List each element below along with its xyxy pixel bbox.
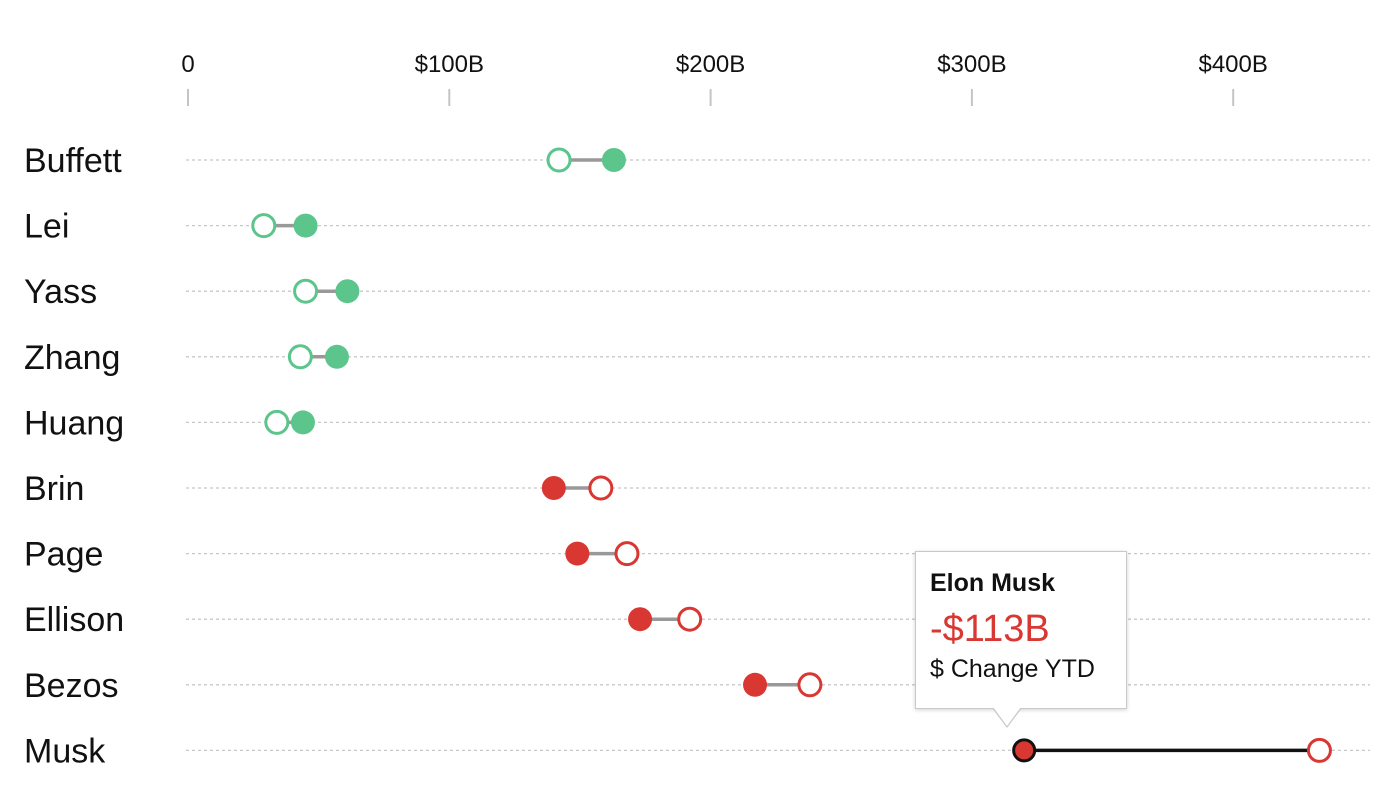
row-label: Musk xyxy=(24,732,106,770)
row-bezos: Bezos xyxy=(24,667,1370,705)
row-ellison: Ellison xyxy=(24,601,1370,639)
start-value-point xyxy=(797,672,823,698)
chart-tooltip: Elon Musk -$113B $ Change YTD xyxy=(915,551,1127,709)
end-value-point xyxy=(565,541,590,566)
end-value-point xyxy=(293,213,318,238)
start-value-point xyxy=(588,475,614,501)
end-value-point xyxy=(335,279,360,304)
end-value-point xyxy=(541,476,566,500)
start-value-point xyxy=(546,147,572,173)
row-label: Lei xyxy=(24,208,69,246)
x-tick-label: $100B xyxy=(415,51,484,78)
row-label: Page xyxy=(24,536,103,574)
row-label: Zhang xyxy=(24,339,120,377)
row-buffett: Buffett xyxy=(24,142,1370,180)
row-brin: Brin xyxy=(24,470,1370,508)
start-value-point xyxy=(287,344,313,370)
row-label: Huang xyxy=(24,404,124,442)
end-value-point xyxy=(743,672,768,697)
end-value-point xyxy=(628,607,653,632)
row-label: Brin xyxy=(24,470,84,508)
x-axis: 0 $100B $200B $300B $400B xyxy=(181,51,1268,106)
x-tick-label: $400B xyxy=(1198,51,1267,78)
row-musk: Musk xyxy=(24,732,1370,770)
tooltip-caption: $ Change YTD xyxy=(930,655,1095,683)
tooltip-value: -$113B xyxy=(930,608,1050,650)
start-value-point xyxy=(677,606,703,632)
start-value-point xyxy=(1306,737,1332,763)
row-label: Bezos xyxy=(24,667,119,705)
row-lei: Lei xyxy=(24,208,1370,246)
end-value-point xyxy=(290,410,315,435)
start-value-point xyxy=(293,278,319,304)
start-value-point xyxy=(264,409,290,435)
x-tick-label: 0 xyxy=(181,51,194,78)
row-yass: Yass xyxy=(24,273,1370,311)
x-tick-label: $300B xyxy=(937,51,1006,78)
row-label: Ellison xyxy=(24,601,124,639)
row-label: Yass xyxy=(24,273,97,311)
chart-rows: Buffett Lei Yass Zhang Huang Brin Page Ellison B… xyxy=(24,142,1370,770)
row-label: Buffett xyxy=(24,142,122,180)
row-huang: Huang xyxy=(24,404,1370,442)
row-page: Page xyxy=(24,536,1370,574)
row-zhang: Zhang xyxy=(24,339,1370,377)
start-value-point xyxy=(614,541,640,567)
start-value-point xyxy=(251,213,277,239)
end-value-point xyxy=(1012,738,1037,763)
x-tick-label: $200B xyxy=(676,51,745,78)
end-value-point xyxy=(601,148,626,172)
end-value-point xyxy=(324,344,349,369)
tooltip-name: Elon Musk xyxy=(930,569,1056,597)
